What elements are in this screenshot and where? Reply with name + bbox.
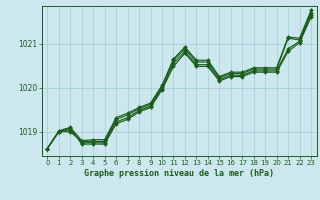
X-axis label: Graphe pression niveau de la mer (hPa): Graphe pression niveau de la mer (hPa) [84, 169, 274, 178]
